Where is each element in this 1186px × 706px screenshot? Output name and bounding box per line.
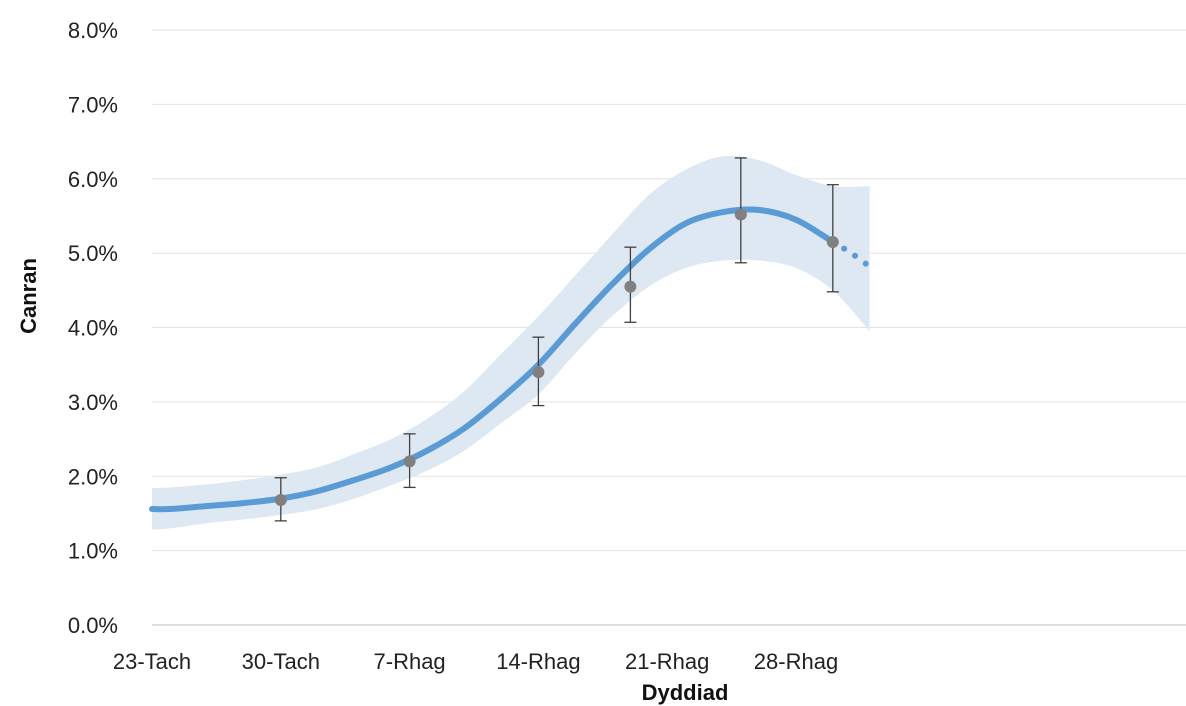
y-tick-label: 6.0% <box>68 167 118 192</box>
estimate-line <box>149 206 836 513</box>
observation <box>274 477 287 522</box>
y-tick-label: 5.0% <box>68 241 118 266</box>
y-tick-label: 1.0% <box>68 539 118 564</box>
y-axis-title: Canran <box>16 258 41 334</box>
x-tick-label: 21-Rhag <box>625 649 709 674</box>
observations <box>274 157 839 522</box>
y-tick-label: 7.0% <box>68 92 118 117</box>
x-axis-title: Dyddiad <box>642 680 729 705</box>
x-tick-label: 30-Tach <box>242 649 320 674</box>
observation-point <box>734 208 747 221</box>
observation-point <box>403 455 416 468</box>
x-tick-labels: 23-Tach 30-Tach 7-Rhag 14-Rhag 21-Rhag 28-Rha… <box>113 649 838 674</box>
series-lines <box>149 206 873 513</box>
observation <box>532 336 545 407</box>
y-tick-label: 8.0% <box>68 18 118 43</box>
x-tick-label: 7-Rhag <box>374 649 446 674</box>
projection-line <box>829 239 873 270</box>
y-tick-label: 2.0% <box>68 464 118 489</box>
x-tick-label: 23-Tach <box>113 649 191 674</box>
observation <box>624 246 637 323</box>
observation <box>734 157 747 264</box>
y-tick-labels: 0.0% 1.0% 2.0% 3.0% 4.0% 5.0% 6.0% 7.0% 8.0% <box>68 18 118 638</box>
observation <box>826 184 839 293</box>
gridlines <box>152 29 1186 626</box>
y-tick-label: 0.0% <box>68 613 118 638</box>
y-tick-label: 4.0% <box>68 316 118 341</box>
observation <box>403 433 416 489</box>
x-tick-label: 28-Rhag <box>754 649 838 674</box>
observation-point <box>826 235 839 248</box>
y-tick-label: 3.0% <box>68 390 118 415</box>
x-tick-label: 14-Rhag <box>496 649 580 674</box>
confidence-band-area <box>152 155 870 530</box>
observation-point <box>532 366 545 379</box>
observation-point <box>274 494 287 507</box>
observation-point <box>624 280 637 293</box>
confidence-band <box>152 155 870 530</box>
